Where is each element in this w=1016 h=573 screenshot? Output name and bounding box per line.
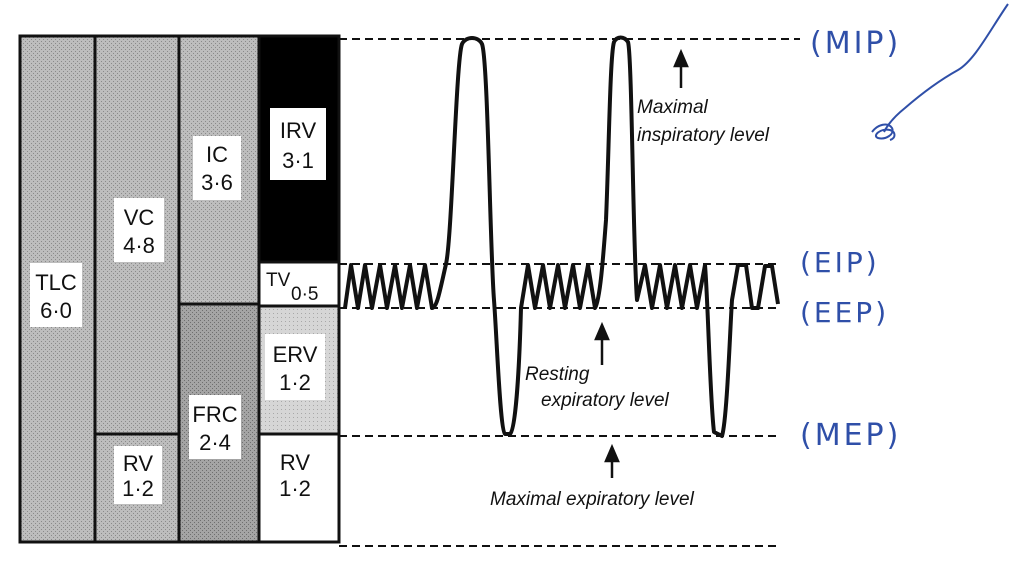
ic-abbr: IC xyxy=(206,142,228,167)
max-exp-arrowhead xyxy=(604,443,620,463)
vc-abbr: VC xyxy=(124,205,155,230)
handdrawn-pointer-scribble xyxy=(871,123,896,141)
eep-handwritten: (EEP) xyxy=(800,296,889,329)
mep-handwritten: (MEP) xyxy=(800,418,901,453)
irv-label-box xyxy=(270,108,326,180)
vc-value: 4·8 xyxy=(123,233,155,258)
max-exp-label: Maximal expiratory level xyxy=(490,489,695,510)
mip-handwritten: (MIP) xyxy=(810,26,901,61)
max-insp-label-line1: Maximal xyxy=(637,97,709,118)
resting-label-line2: expiratory level xyxy=(541,390,670,411)
frc-abbr: FRC xyxy=(192,402,237,427)
rv-right-abbr: RV xyxy=(280,450,310,475)
frc-label-box xyxy=(189,395,241,459)
rv-left-abbr: RV xyxy=(123,451,153,476)
ic-value: 3·6 xyxy=(201,170,233,195)
max-insp-label-line2: inspiratory level xyxy=(637,125,770,146)
ic-label-box xyxy=(193,136,241,200)
irv-abbr: IRV xyxy=(280,118,317,143)
rv-left-label-box xyxy=(114,446,162,504)
frc-value: 2·4 xyxy=(199,430,231,455)
irv-value: 3·1 xyxy=(282,148,314,173)
erv-label-box xyxy=(265,334,325,400)
rv-right-value: 1·2 xyxy=(279,476,311,501)
erv-abbr: ERV xyxy=(273,342,318,367)
resting-label-line1: Resting xyxy=(525,364,590,385)
tlc-label-box xyxy=(30,263,82,327)
vc-label-box xyxy=(114,198,164,262)
erv-value: 1·2 xyxy=(279,370,311,395)
tv-abbr: TV xyxy=(266,270,291,291)
eip-handwritten: (EIP) xyxy=(800,246,880,279)
rv-right-bar xyxy=(257,432,341,544)
breathing-waveform xyxy=(343,35,780,438)
tlc-value: 6·0 xyxy=(40,298,72,323)
tlc-abbr: TLC xyxy=(35,270,77,295)
resting-arrowhead xyxy=(594,321,610,341)
handdrawn-pointer-stroke xyxy=(883,3,1009,133)
tv-value: 0·5 xyxy=(291,284,318,305)
max-insp-arrowhead xyxy=(673,48,689,68)
rv-left-value: 1·2 xyxy=(122,476,154,501)
